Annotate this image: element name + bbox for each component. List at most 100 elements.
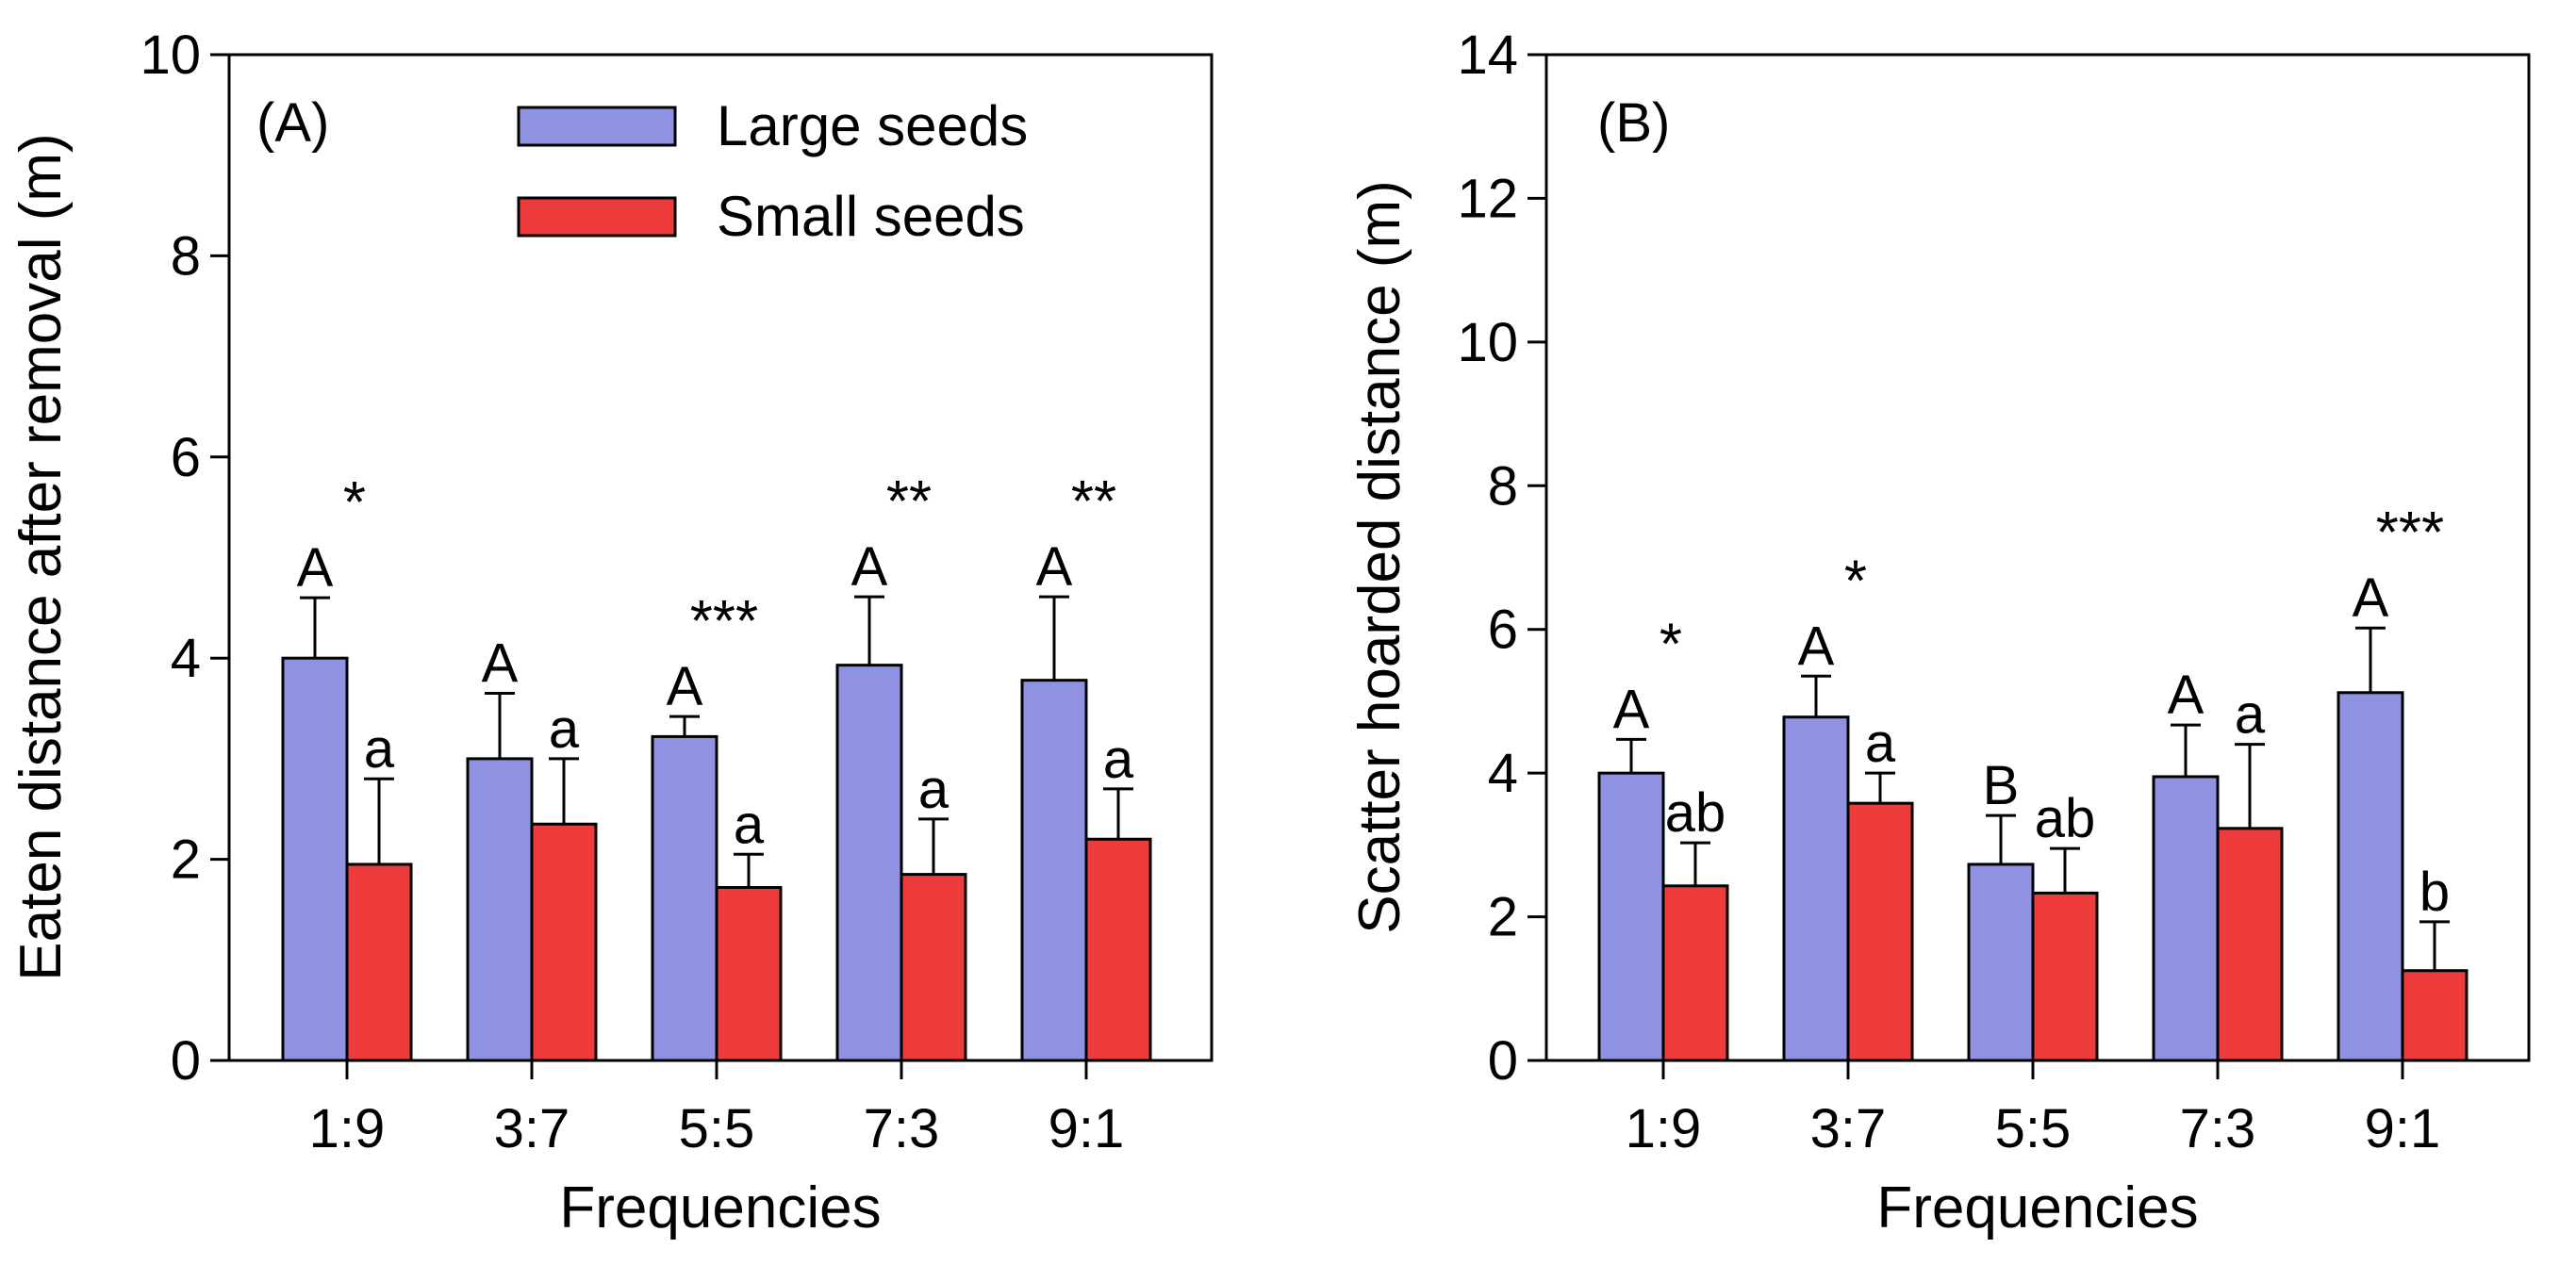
panel-b-significance-letter-small-seeds: a — [2235, 684, 2266, 746]
panel-a-significance-letter-small-seeds: a — [364, 718, 395, 780]
panel-a-x-tick-label: 7:3 — [864, 1098, 940, 1159]
panel-b-bar-small-seeds — [2216, 827, 2284, 1062]
panel-a-significance-letter-small-seeds: a — [734, 794, 765, 855]
panel-b-error-bar-large-seeds — [2171, 723, 2201, 777]
panel-a-significance-letter-small-seeds: a — [1103, 729, 1134, 790]
panel-a-bar-small-seeds — [1084, 837, 1152, 1062]
panel-b-label: (B) — [1597, 92, 1670, 154]
panel-a-error-bar-large-seeds — [1039, 595, 1069, 681]
panel-b-error-bar-small-seeds — [1680, 841, 1710, 886]
panel-a-y-tick-label: 6 — [171, 427, 201, 488]
panel-b-bar-large-seeds — [2152, 775, 2220, 1062]
panel-a-significance-stars: ** — [1071, 469, 1116, 534]
panel-a-bar-large-seeds — [835, 664, 903, 1062]
panel-a-error-bar-small-seeds — [918, 817, 949, 875]
panel-a-significance-stars: * — [343, 470, 366, 535]
panel-b-y-tick-label: 14 — [1457, 25, 1518, 86]
panel-a-bar-small-seeds — [530, 822, 598, 1062]
panel-a-y-tick-label: 0 — [171, 1030, 201, 1092]
panel-b-significance-letter-small-seeds: b — [2419, 862, 2450, 923]
panel-a-y-tick-label: 10 — [140, 25, 201, 86]
panel-a-chart: 0 2 4 6 8 10 1:9 Aa * 3:7 Aa 5:5 Aa *** 7:3 Aa ** 9:1 Aa **… — [8, 25, 1214, 1240]
panel-a-significance-letter-large-seeds: A — [667, 656, 703, 717]
panel-b-error-bar-large-seeds — [1616, 737, 1646, 774]
panel-a-significance-stars: *** — [690, 589, 758, 654]
panel-a-error-bar-small-seeds — [1103, 787, 1133, 840]
panel-a-y-tick-label: 2 — [171, 830, 201, 891]
legend-label-large-seeds: Large seeds — [717, 94, 1028, 157]
panel-b-significance-stars: *** — [2376, 501, 2444, 566]
panel-a-bar-large-seeds — [1020, 679, 1088, 1062]
panel-b-y-tick-label: 2 — [1488, 887, 1518, 948]
panel-b-x-tick-label: 3:7 — [1810, 1098, 1887, 1159]
panel-a-x-tick-label: 5:5 — [679, 1098, 755, 1159]
panel-a-error-bar-large-seeds — [300, 596, 330, 659]
panel-a-y-tick-label: 8 — [171, 225, 201, 287]
legend-label-small-seeds: Small seeds — [717, 185, 1025, 248]
panel-b-bar-small-seeds — [2031, 891, 2099, 1062]
panel-b-x-tick-label: 1:9 — [1626, 1098, 1702, 1159]
panel-a-error-bar-large-seeds — [669, 715, 700, 737]
panel-b-error-bar-small-seeds — [2235, 743, 2265, 829]
panel-b-y-tick-label: 6 — [1488, 600, 1518, 661]
panel-b-error-bar-small-seeds — [2050, 846, 2080, 894]
panel-b-bar-small-seeds — [1661, 884, 1729, 1062]
panel-a-significance-letter-large-seeds: A — [297, 537, 334, 599]
panel-b-bar-large-seeds — [1597, 771, 1665, 1062]
panel-b-significance-stars: * — [1660, 612, 1682, 677]
panel-b-significance-letter-small-seeds: ab — [2035, 788, 2096, 849]
panel-b-error-bar-large-seeds — [1986, 813, 2016, 864]
panel-a-error-bar-small-seeds — [549, 757, 579, 825]
panel-b-significance-letter-large-seeds: A — [1613, 679, 1650, 740]
panel-a-significance-letter-large-seeds: A — [482, 633, 519, 695]
panel-a-error-bar-small-seeds — [734, 852, 764, 888]
panel-b-x-tick-label: 9:1 — [2365, 1098, 2441, 1159]
panel-b-error-bar-large-seeds — [1801, 674, 1831, 717]
panel-a-bar-small-seeds — [715, 885, 783, 1062]
panel-b-bar-large-seeds — [1967, 862, 2035, 1062]
panel-a-significance-letter-small-seeds: a — [549, 698, 580, 760]
panel-a-significance-letter-small-seeds: a — [918, 759, 949, 820]
panel-b-significance-letter-large-seeds: A — [2353, 567, 2389, 629]
panel-b-x-axis-label: Frequencies — [1876, 1175, 2198, 1240]
panel-a-y-axis-label: Eaten distance after removal (m) — [8, 133, 74, 980]
panel-a-bar-large-seeds — [281, 656, 349, 1062]
panel-b-y-tick-label: 0 — [1488, 1030, 1518, 1092]
panel-a-x-tick-label: 1:9 — [309, 1098, 386, 1159]
panel-a-significance-letter-large-seeds: A — [1036, 536, 1073, 598]
panel-b-significance-stars: * — [1844, 549, 1867, 614]
panel-b-x-tick-label: 5:5 — [1995, 1098, 2072, 1159]
panel-b-error-bar-large-seeds — [2355, 626, 2386, 693]
panel-b-error-bar-small-seeds — [1865, 771, 1895, 804]
panel-b-y-axis-label: Scatter hoarded distance (m) — [1347, 180, 1412, 934]
panel-a-significance-stars: ** — [886, 469, 932, 534]
panel-b-y-tick-label: 8 — [1488, 455, 1518, 517]
panel-a-bar-large-seeds — [466, 757, 534, 1062]
panel-a-y-tick-label: 4 — [171, 628, 201, 689]
legend-swatch-small-seeds — [517, 196, 677, 238]
panel-a-error-bar-large-seeds — [854, 595, 884, 665]
panel-b-bar-large-seeds — [1782, 715, 1850, 1062]
panel-a-error-bar-large-seeds — [485, 692, 515, 759]
panel-a-bar-large-seeds — [651, 734, 718, 1062]
panel-a-x-tick-label: 3:7 — [494, 1098, 570, 1159]
legend-swatch-large-seeds — [517, 106, 677, 147]
panel-b-significance-letter-large-seeds: B — [1983, 755, 2020, 816]
panel-b-bar-large-seeds — [2337, 691, 2404, 1062]
panel-a-error-bar-small-seeds — [364, 777, 394, 864]
panel-b-y-tick-label: 12 — [1457, 168, 1518, 229]
panel-a-x-axis-label: Frequencies — [559, 1175, 881, 1240]
panel-b-chart: 0 2 4 6 8 10 12 14 1:9 Aab * 3:7 Aa * 5:5 Bab 7:3 A a 9:1 Ab… — [1347, 25, 2531, 1240]
panel-a-x-tick-label: 9:1 — [1049, 1098, 1125, 1159]
panel-b-significance-letter-small-seeds: ab — [1665, 782, 1726, 844]
panel-b-bar-small-seeds — [2401, 969, 2469, 1062]
panel-b-bar-small-seeds — [1846, 801, 1914, 1062]
panel-b-significance-letter-large-seeds: A — [1798, 616, 1835, 677]
panel-a-label: (A) — [256, 92, 329, 154]
panel-a-bar-small-seeds — [345, 862, 413, 1062]
panel-b-error-bar-small-seeds — [2419, 920, 2450, 971]
panel-b-y-tick-label: 4 — [1488, 743, 1518, 804]
panel-a-bar-small-seeds — [900, 873, 967, 1062]
panel-b-x-tick-label: 7:3 — [2180, 1098, 2256, 1159]
